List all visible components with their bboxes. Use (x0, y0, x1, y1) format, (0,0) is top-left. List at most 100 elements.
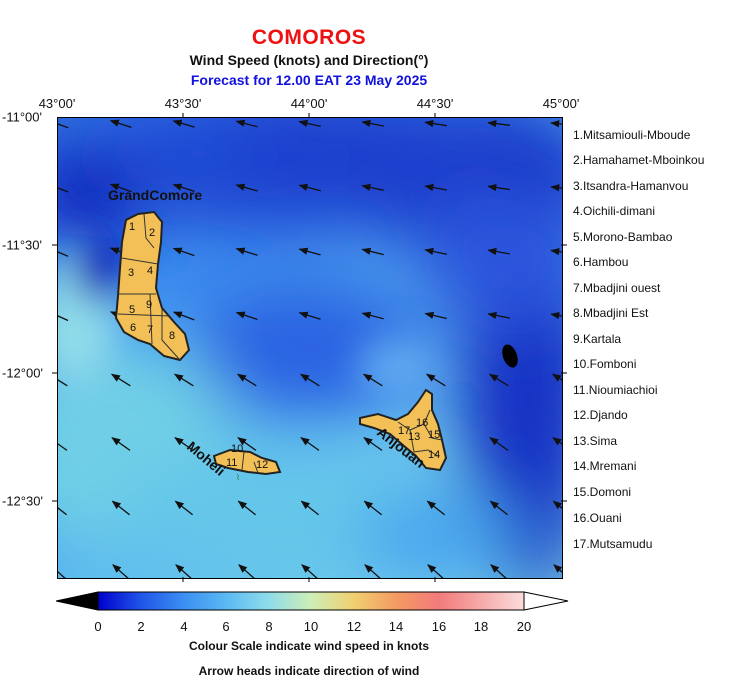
wind-arrow (172, 247, 195, 257)
lat-label: -12°00' (2, 365, 43, 381)
moheli-island: 10 11 12 (212, 443, 282, 476)
region-number: 3 (128, 267, 134, 279)
region-legend-item: 4.Oichili-dimani (573, 204, 656, 218)
colour-scale-tick: 12 (346, 619, 362, 634)
region-number: 14 (428, 449, 440, 461)
wind-arrow (424, 311, 447, 320)
wind-arrow (58, 443, 68, 451)
wind-arrow (426, 500, 446, 516)
lon-label: 44°30' (416, 96, 454, 111)
region-number: 9 (146, 299, 152, 311)
wind-arrow (487, 183, 510, 192)
wind-arrow (173, 373, 194, 387)
wind-arrow (235, 119, 258, 128)
grand-comore-island: 1 2 3 4 5 6 7 8 9 (114, 210, 191, 362)
wind-arrow (550, 184, 562, 192)
wind-arrow (298, 247, 321, 256)
forecast-time: Forecast for 12.00 EAT 23 May 2025 (190, 72, 428, 88)
region-number: 15 (428, 429, 440, 441)
wind-arrow (172, 119, 195, 128)
map-subtitle: Wind Speed (knots) and Direction(°) (189, 52, 429, 68)
region-number: 5 (129, 304, 135, 316)
wind-arrow (361, 183, 384, 191)
wind-arrow (235, 311, 258, 321)
wind-arrow (237, 437, 257, 451)
colour-scale-caption: Colour Scale indicate wind speed in knot… (188, 639, 430, 653)
arrow-note: Arrow heads indicate direction of wind (198, 664, 420, 678)
colour-scale-bar (56, 591, 569, 611)
wind-arrow (110, 373, 131, 387)
wind-arrow (112, 564, 129, 578)
wind-arrow (362, 373, 383, 387)
wind-arrow (551, 373, 562, 382)
svg-text:⌇: ⌇ (236, 473, 240, 482)
wind-arrow (425, 373, 446, 387)
wind-arrow (58, 500, 68, 516)
region-legend-item: 14.Mremani (573, 459, 637, 473)
region-legend-item: 5.Morono-Bambao (573, 230, 673, 244)
wind-arrow (58, 564, 66, 578)
colour-scale-tick: 6 (222, 619, 230, 634)
region-legend-item: 8.Mbadjini Est (573, 306, 649, 320)
wind-arrow (238, 564, 255, 578)
wind-map: 1 2 3 4 5 6 7 8 9 GrandComore 10 11 12 M… (57, 117, 563, 579)
region-legend-item: 3.Itsandra-Hamanvou (573, 179, 689, 193)
region-legend-item: 9.Kartala (573, 332, 622, 346)
wind-arrow (553, 564, 562, 573)
wind-arrow (424, 183, 447, 192)
lon-label: 43°00' (38, 96, 76, 111)
wind-arrow (361, 119, 384, 128)
colour-scale-tick: 2 (137, 619, 145, 634)
wind-arrow (235, 183, 258, 192)
colour-scale-over (523, 591, 569, 611)
wind-arrow (109, 119, 132, 129)
wind-arrow (298, 311, 321, 320)
wind-arrow (489, 500, 509, 516)
wind-arrow (111, 500, 131, 516)
wind-arrow (424, 119, 448, 128)
region-number: 2 (149, 227, 155, 239)
wind-arrow (301, 564, 318, 578)
wind-arrow (490, 564, 507, 578)
wind-arrow (487, 247, 510, 256)
wind-arrow (237, 500, 257, 516)
region-number: 7 (147, 324, 153, 336)
wind-arrow (552, 437, 562, 446)
wind-arrow (364, 564, 381, 578)
wind-arrow (361, 311, 384, 320)
wind-arrow (299, 373, 320, 387)
wind-arrow (174, 500, 194, 516)
region-number: 6 (130, 322, 136, 334)
wind-arrow (298, 183, 321, 192)
wind-arrow (235, 247, 258, 256)
region-legend-item: 1.Mitsamiouli-Mboude (573, 128, 691, 142)
anjouan-island: 16 17 13 15 14 (359, 388, 448, 472)
wind-arrow (300, 500, 320, 516)
colour-scale-tick: 4 (180, 619, 188, 634)
wind-arrow (550, 248, 562, 256)
lon-label: 44°00' (290, 96, 328, 111)
wind-arrow (58, 123, 69, 129)
wind-arrow (550, 311, 562, 320)
region-number: 13 (408, 431, 420, 443)
region-legend-item: 12.Djando (573, 408, 628, 422)
wind-arrow (363, 437, 383, 451)
region-number: 12 (256, 459, 268, 471)
region-number: 1 (129, 221, 135, 233)
region-number: 16 (416, 417, 428, 429)
wind-arrow (488, 373, 509, 387)
region-legend-item: 10.Fomboni (573, 357, 637, 371)
region-legend-item: 2.Hamahamet-Mboinkou (573, 153, 705, 167)
lon-label: 45°00' (542, 96, 580, 111)
colour-scale-under (56, 591, 99, 611)
colour-scale-gradient (97, 591, 525, 611)
wind-arrow (487, 311, 510, 320)
region-number: 17 (398, 425, 410, 437)
wind-arrow (427, 564, 444, 578)
wind-arrow (109, 183, 132, 193)
lat-label: -11°00' (2, 109, 42, 125)
wind-arrow (361, 247, 384, 256)
region-number: 10 (231, 443, 243, 455)
region-number: 8 (169, 330, 175, 342)
wind-map-canvas: 1 2 3 4 5 6 7 8 9 GrandComore 10 11 12 M… (58, 118, 562, 578)
